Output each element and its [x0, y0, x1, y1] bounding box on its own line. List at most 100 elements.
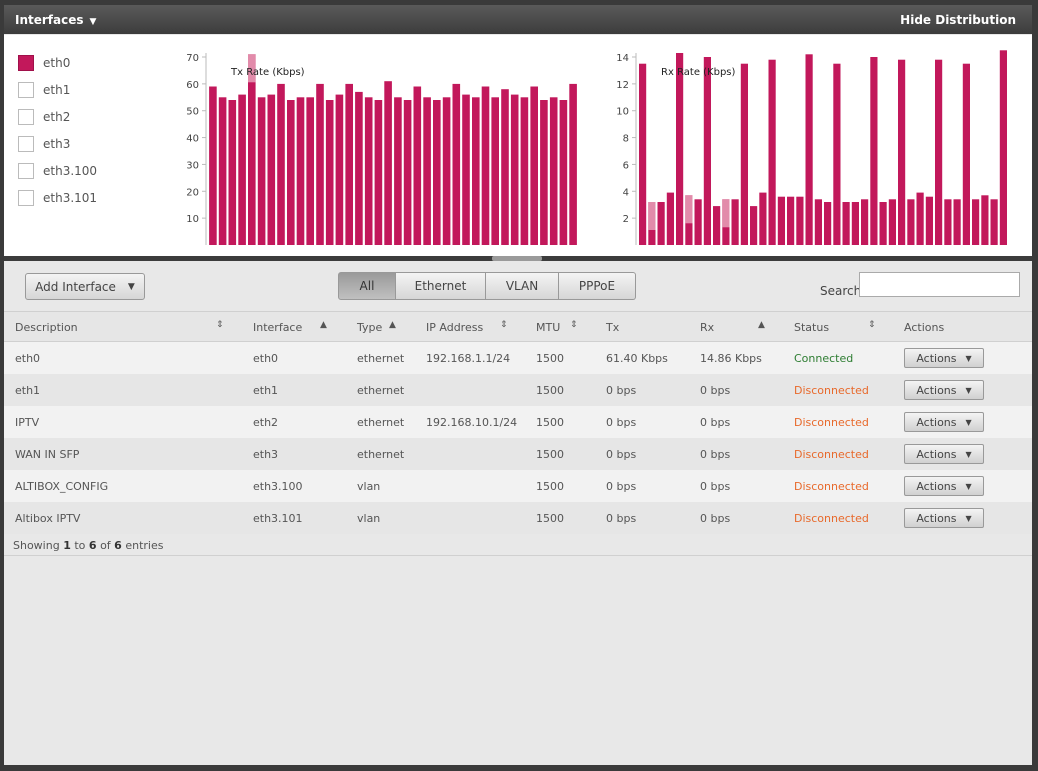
legend-checkbox[interactable] [18, 162, 34, 179]
bar[interactable] [423, 97, 431, 245]
col-status[interactable]: Status [794, 321, 830, 334]
bar[interactable] [267, 94, 276, 245]
col-tx[interactable]: Tx [606, 321, 620, 334]
bar[interactable] [962, 63, 970, 246]
legend-checkbox[interactable] [18, 108, 34, 125]
bar[interactable] [972, 199, 980, 245]
row-actions-button[interactable]: Actions ▼ [904, 444, 984, 464]
bar[interactable] [935, 59, 943, 246]
bar[interactable] [842, 202, 850, 245]
filter-ethernet[interactable]: Ethernet [396, 272, 486, 300]
bar[interactable] [740, 63, 748, 246]
legend-item[interactable]: eth3.101 [18, 184, 97, 211]
bar[interactable] [277, 83, 285, 246]
bar[interactable] [851, 202, 859, 245]
row-actions-button[interactable]: Actions ▼ [904, 508, 984, 528]
bar[interactable] [676, 53, 684, 245]
bar[interactable] [335, 94, 344, 245]
bar[interactable] [530, 86, 538, 246]
sort-both-icon[interactable]: ⇕ [216, 320, 224, 330]
bar[interactable] [981, 195, 989, 245]
bar[interactable] [916, 192, 924, 245]
bar[interactable] [759, 192, 767, 245]
bar[interactable] [805, 54, 813, 245]
bar[interactable] [345, 83, 353, 246]
legend-checkbox[interactable] [18, 81, 34, 98]
add-interface-button[interactable]: Add Interface ▼ [25, 273, 145, 300]
bar[interactable] [703, 57, 711, 245]
bar[interactable] [433, 100, 441, 245]
bar[interactable] [731, 199, 739, 245]
panel-splitter[interactable] [4, 256, 1032, 261]
bar[interactable] [238, 94, 246, 245]
filter-pppoe[interactable]: PPPoE [559, 272, 636, 300]
bar[interactable] [248, 54, 256, 245]
bar[interactable] [501, 89, 509, 245]
bar[interactable] [824, 202, 832, 245]
row-actions-button[interactable]: Actions ▼ [904, 380, 984, 400]
bar[interactable] [228, 100, 237, 245]
bar[interactable] [559, 100, 568, 245]
bar[interactable] [520, 97, 529, 245]
bar[interactable] [787, 196, 795, 245]
bar[interactable] [569, 83, 577, 246]
row-actions-button[interactable]: Actions ▼ [904, 348, 984, 368]
legend-item[interactable]: eth3.100 [18, 157, 97, 184]
bar[interactable] [296, 97, 305, 245]
bar[interactable] [413, 86, 422, 246]
bar[interactable] [355, 91, 363, 246]
bar[interactable] [374, 100, 383, 245]
bar[interactable] [925, 196, 933, 245]
row-actions-button[interactable]: Actions ▼ [904, 476, 984, 496]
col-ip-address[interactable]: IP Address [426, 321, 484, 334]
search-input[interactable] [859, 272, 1020, 297]
bar[interactable] [861, 199, 869, 245]
sort-both-icon[interactable]: ⇕ [500, 320, 508, 330]
legend-item[interactable]: eth0 [18, 49, 97, 76]
bar[interactable] [999, 50, 1007, 245]
bar[interactable] [209, 86, 217, 246]
bar[interactable] [879, 202, 887, 245]
bar[interactable] [657, 202, 665, 245]
bar[interactable] [218, 97, 227, 245]
bar[interactable] [694, 199, 702, 245]
sort-asc-icon[interactable]: ▲ [320, 320, 327, 330]
bar[interactable] [491, 97, 499, 245]
bar[interactable] [316, 83, 324, 246]
bar[interactable] [713, 206, 721, 245]
bar[interactable] [287, 100, 295, 245]
bar[interactable] [796, 196, 804, 245]
bar[interactable] [364, 97, 373, 245]
legend-item[interactable]: eth3 [18, 130, 97, 157]
bar[interactable] [777, 196, 785, 245]
bar[interactable] [257, 97, 266, 245]
bar[interactable] [870, 57, 878, 245]
bar[interactable] [481, 86, 490, 246]
col-type[interactable]: Type [357, 321, 383, 334]
bar[interactable] [990, 199, 998, 245]
bar[interactable] [510, 94, 519, 245]
bar[interactable] [907, 199, 915, 245]
bar[interactable] [462, 94, 470, 245]
bar[interactable] [325, 100, 334, 245]
sort-asc-icon[interactable]: ▲ [758, 320, 765, 330]
bar[interactable] [768, 59, 776, 246]
sort-both-icon[interactable]: ⇕ [570, 320, 578, 330]
bar[interactable] [472, 97, 480, 245]
bar[interactable] [898, 59, 906, 246]
legend-item[interactable]: eth1 [18, 76, 97, 103]
sort-asc-icon[interactable]: ▲ [389, 320, 396, 330]
interfaces-menu[interactable]: Interfaces ▼ [15, 13, 96, 27]
col-mtu[interactable]: MTU [536, 321, 561, 334]
bar[interactable] [540, 100, 548, 245]
bar[interactable] [750, 206, 758, 245]
legend-checkbox[interactable] [18, 135, 34, 152]
col-description[interactable]: Description [15, 321, 78, 334]
filter-all[interactable]: All [338, 272, 396, 300]
row-actions-button[interactable]: Actions ▼ [904, 412, 984, 432]
bar[interactable] [394, 97, 402, 245]
legend-item[interactable]: eth2 [18, 103, 97, 130]
bar[interactable] [403, 100, 412, 245]
bar[interactable] [666, 192, 674, 245]
bar[interactable] [953, 199, 961, 245]
